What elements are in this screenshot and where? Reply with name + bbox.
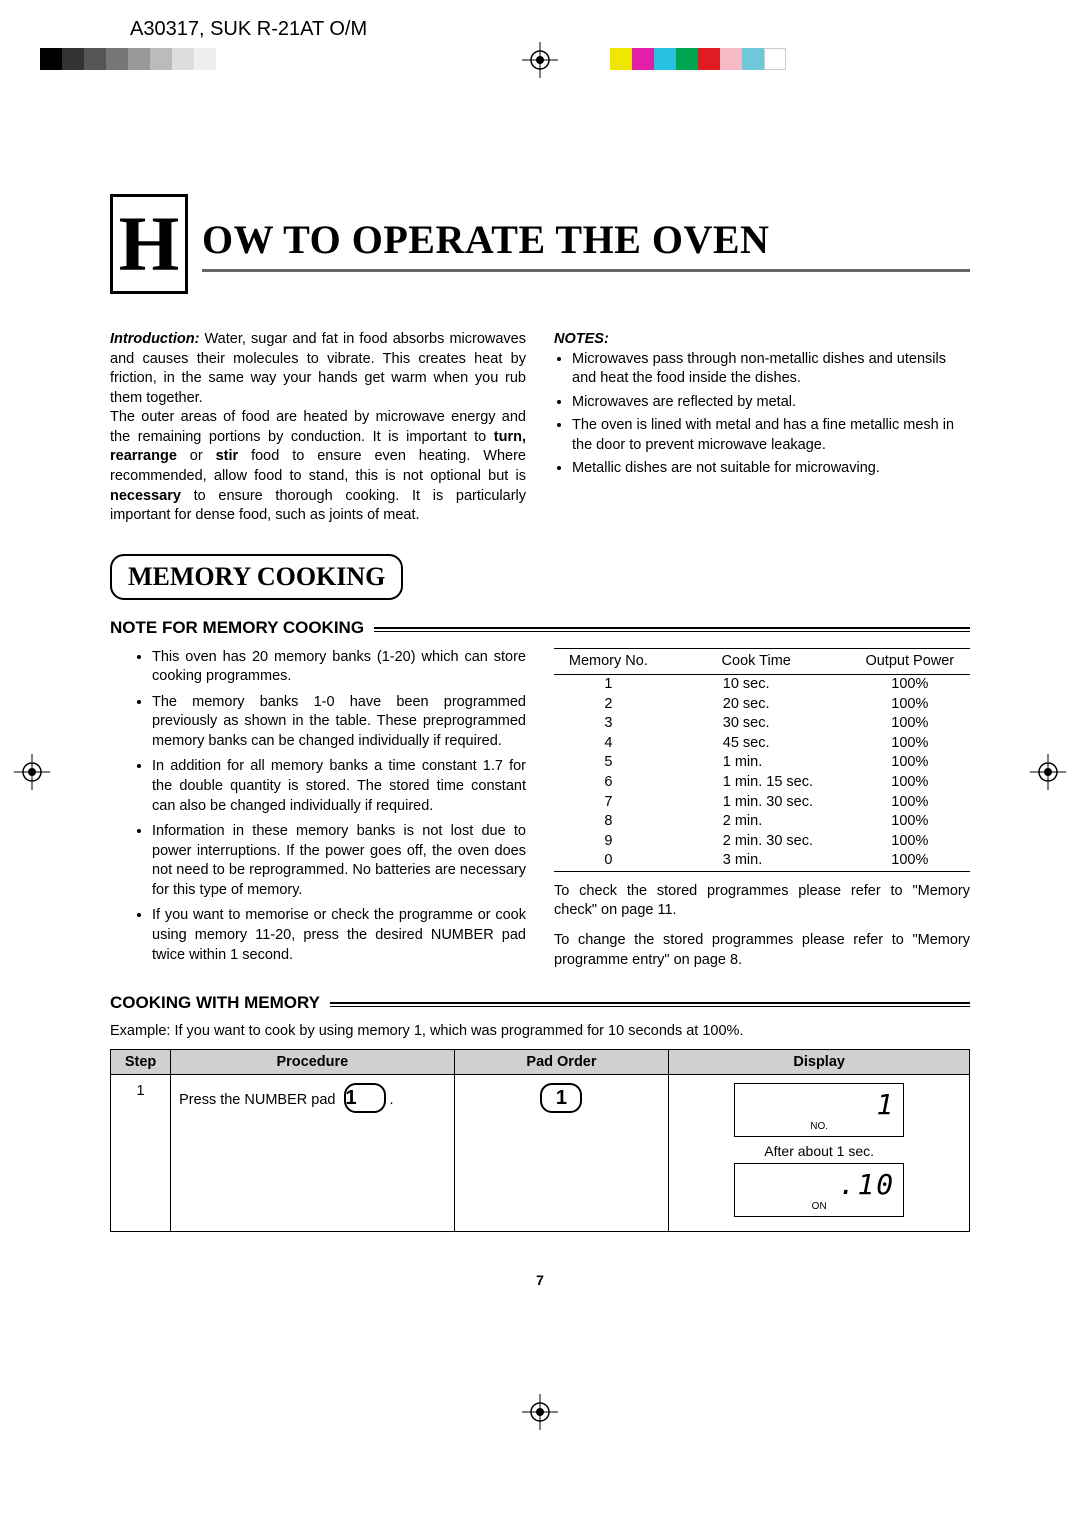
seg-display: 1 [876,1088,895,1121]
mem-cell: 1 [554,675,663,695]
cal-square [720,48,742,70]
mem-cell: 100% [850,753,970,773]
pad-icon: 1 [344,1083,386,1113]
mem-cell: 100% [850,695,970,715]
proc-head: Procedure [171,1050,454,1075]
procedure-table: Step Procedure Pad Order Display 1 Press… [110,1049,970,1232]
cal-square [654,48,676,70]
mem-cell: 10 sec. [663,675,850,695]
mem-cell: 7 [554,793,663,813]
mem-cell: 2 min. [663,812,850,832]
heading-rule [330,1002,970,1004]
notes-item: Microwaves are reflected by metal. [572,393,970,413]
memory-cooking-badge: MEMORY COOKING [110,554,403,600]
memory-table: Memory No. Cook Time Output Power 110 se… [554,648,970,872]
model-header: A30317, SUK R-21AT O/M [130,18,367,41]
notes-item: Metallic dishes are not suitable for mic… [572,459,970,479]
disp-label: NO. [810,1121,828,1132]
note-bullet: Information in these memory banks is not… [152,822,526,900]
cal-square [764,48,786,70]
cal-square [172,48,194,70]
cal-square [698,48,720,70]
mem-cell: 4 [554,734,663,754]
notes-item: Microwaves pass through non-metallic dis… [572,350,970,389]
title-dropcap: H [110,194,188,294]
cal-square [106,48,128,70]
cal-square [610,48,632,70]
mem-cell: 100% [850,793,970,813]
mem-cell: 3 [554,714,663,734]
mem-cell: 1 min. [663,753,850,773]
note-bullet: In addition for all memory banks a time … [152,757,526,816]
note-for-memory-heading: NOTE FOR MEMORY COOKING [110,618,364,638]
note-bullets-col: This oven has 20 memory banks (1-20) whi… [110,648,526,971]
mem-cell: 100% [850,832,970,852]
cal-square [40,48,62,70]
mem-cell: 100% [850,675,970,695]
cal-square [150,48,172,70]
mem-after-1: To check the stored programmes please re… [554,882,970,921]
cooking-with-memory-heading: COOKING WITH MEMORY [110,993,320,1013]
mem-cell: 45 sec. [663,734,850,754]
notes-item: The oven is lined with metal and has a f… [572,416,970,455]
page-title: OW TO OPERATE THE OVEN [202,216,970,272]
mem-cell: 1 min. 30 sec. [663,793,850,813]
mem-cell: 2 min. 30 sec. [663,832,850,852]
proc-head: Pad Order [454,1050,669,1075]
mem-cell: 20 sec. [663,695,850,715]
registration-mark-icon [14,754,50,790]
printer-marks-top: A30317, SUK R-21AT O/M [0,24,1080,74]
mem-cell: 5 [554,753,663,773]
registration-mark-icon [522,1394,558,1430]
after-1-sec: After about 1 sec. [677,1143,961,1159]
heading-rule [374,627,970,629]
mem-cell: 100% [850,851,970,871]
cal-square [742,48,764,70]
mem-cell: 1 min. 15 sec. [663,773,850,793]
mem-cell: 100% [850,734,970,754]
mem-cell: 8 [554,812,663,832]
mem-head: Output Power [850,648,970,675]
note-bullet: The memory banks 1-0 have been programme… [152,693,526,752]
mem-cell: 2 [554,695,663,715]
mem-head: Cook Time [663,648,850,675]
cal-square [62,48,84,70]
cal-square [194,48,216,70]
seg-display: .10 [839,1168,896,1201]
notes-heading: NOTES: [554,331,609,347]
intro-label: Introduction: [110,331,199,347]
mem-cell: 100% [850,773,970,793]
mem-head: Memory No. [554,648,663,675]
memory-table-col: Memory No. Cook Time Output Power 110 se… [554,648,970,971]
page-number: 7 [110,1272,970,1288]
registration-mark-icon [522,42,558,78]
mem-after-2: To change the stored programmes please r… [554,931,970,970]
cal-square [632,48,654,70]
mem-cell: 0 [554,851,663,871]
mem-cell: 6 [554,773,663,793]
mem-cell: 30 sec. [663,714,850,734]
proc-head: Display [669,1050,970,1075]
mem-cell: 3 min. [663,851,850,871]
registration-mark-icon [1030,754,1066,790]
disp-label: ON [812,1201,827,1212]
cal-square [128,48,150,70]
proc-head: Step [111,1050,171,1075]
mem-cell: 9 [554,832,663,852]
display-box-1: 1 NO. [734,1083,904,1137]
proc-text: Press the NUMBER pad [179,1092,335,1108]
note-bullet: This oven has 20 memory banks (1-20) whi… [152,648,526,687]
cooking-example: Example: If you want to cook by using me… [110,1023,970,1039]
pad-icon: 1 [540,1083,582,1113]
note-bullet: If you want to memorise or check the pro… [152,906,526,965]
proc-step: 1 [111,1075,171,1232]
cal-square [84,48,106,70]
cal-square [676,48,698,70]
intro-right-col: NOTES: Microwaves pass through non-metal… [554,330,970,526]
intro-left-col: Introduction: Water, sugar and fat in fo… [110,330,526,526]
mem-cell: 100% [850,812,970,832]
display-box-2: .10 ON [734,1163,904,1217]
mem-cell: 100% [850,714,970,734]
